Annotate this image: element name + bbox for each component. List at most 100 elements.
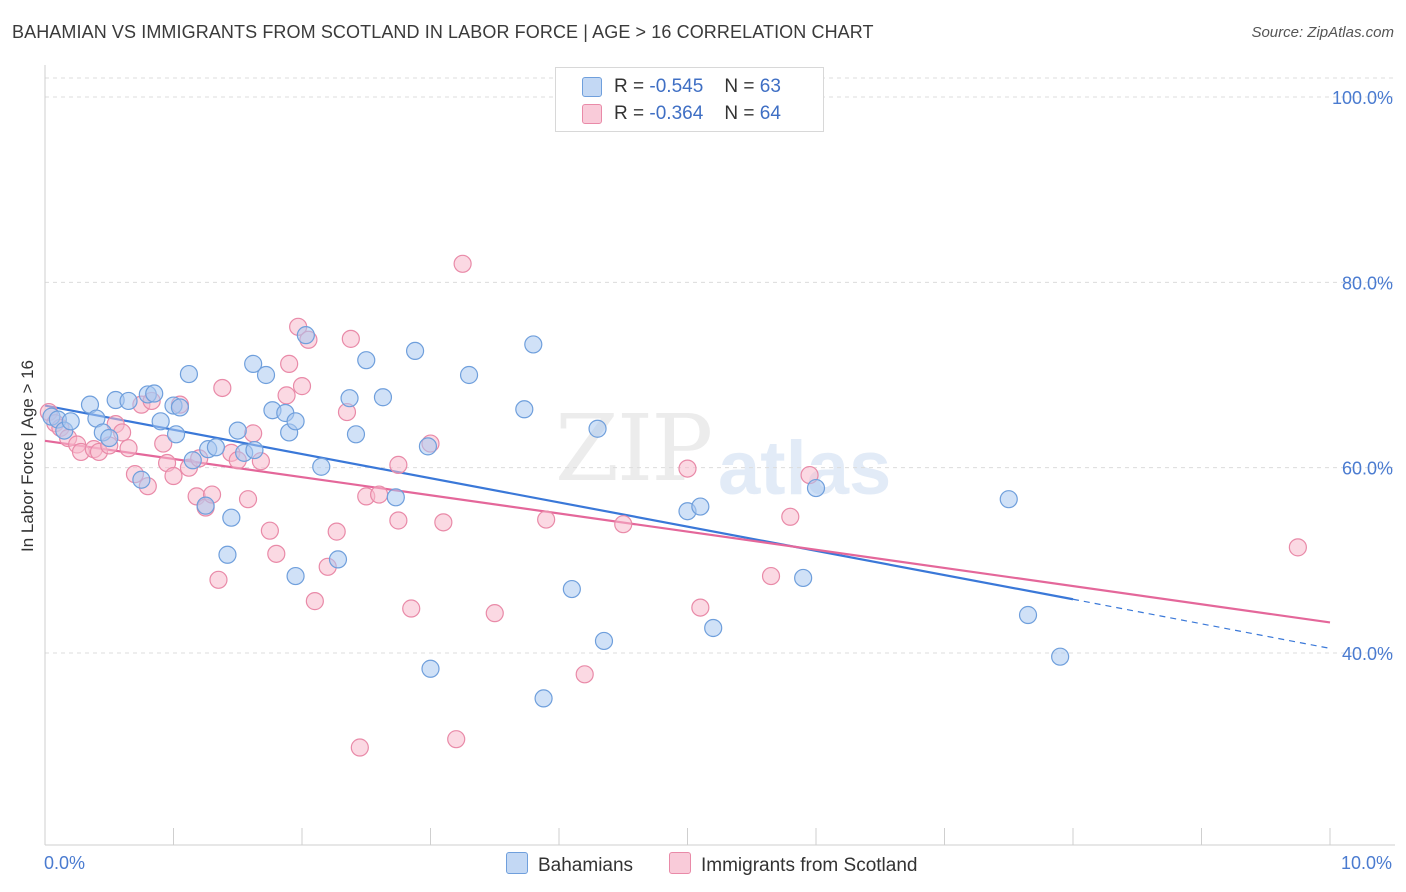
- point-bahamians: [534, 689, 553, 708]
- point-bahamians: [228, 421, 247, 440]
- point-bahamians: [222, 508, 241, 527]
- axis-ticks: 40.0% 60.0% 80.0% 100.0% 0.0% 10.0%: [44, 88, 1393, 873]
- point-scotland: [164, 466, 183, 486]
- point-scotland: [678, 459, 697, 478]
- y-axis-label: In Labor Force | Age > 16: [18, 359, 37, 553]
- watermark-zip: ZIP: [555, 395, 713, 502]
- point-bahamians: [405, 341, 425, 361]
- point-bahamians: [244, 354, 263, 373]
- chart-title: BAHAMIAN VS IMMIGRANTS FROM SCOTLAND IN …: [12, 22, 874, 42]
- point-bahamians: [100, 428, 119, 448]
- trend-lines: [44, 404, 1331, 649]
- point-bahamians: [421, 659, 440, 678]
- point-scotland: [614, 515, 633, 534]
- point-scotland: [209, 570, 228, 589]
- point-bahamians: [151, 412, 170, 431]
- point-bahamians: [357, 351, 376, 370]
- point-scotland: [453, 254, 472, 273]
- point-bahamians: [386, 488, 405, 507]
- point-scotland: [341, 329, 360, 348]
- point-bahamians: [256, 365, 276, 385]
- point-bahamians: [245, 440, 264, 460]
- point-scotland: [260, 521, 279, 540]
- point-scotland: [280, 354, 299, 373]
- point-bahamians: [588, 419, 607, 438]
- point-bahamians: [183, 451, 202, 470]
- point-bahamians: [206, 438, 226, 457]
- point-scotland: [350, 738, 369, 757]
- point-bahamians: [286, 566, 305, 586]
- legend-n-label: N =: [724, 76, 755, 97]
- trendline-scotland: [44, 439, 1331, 624]
- point-bahamians: [515, 400, 534, 419]
- y-tick-label: 60.0%: [1342, 459, 1393, 479]
- y-tick-label: 100.0%: [1332, 88, 1393, 108]
- legend-label-bahamians: Bahamians: [538, 855, 634, 876]
- point-scotland: [370, 485, 389, 504]
- point-bahamians: [179, 364, 199, 384]
- point-bahamians: [346, 425, 366, 444]
- point-scotland: [213, 378, 232, 398]
- point-scotland: [238, 490, 258, 509]
- point-scotland: [277, 386, 296, 405]
- trendline-bahamians: [44, 404, 1074, 601]
- trendline-bahamians-extension: [1072, 598, 1331, 649]
- point-bahamians: [132, 470, 151, 489]
- point-scotland: [389, 455, 408, 474]
- point-bahamians: [418, 437, 438, 456]
- legend-item-bahamians: Bahamians: [506, 852, 633, 877]
- point-bahamians: [999, 490, 1018, 509]
- data-points: [39, 254, 1307, 757]
- point-bahamians: [170, 398, 190, 417]
- point-bahamians: [196, 496, 215, 515]
- point-scotland: [434, 513, 453, 532]
- legend-n-value: 63: [759, 76, 781, 97]
- pink-swatch-icon: [669, 852, 691, 874]
- point-scotland: [485, 604, 504, 623]
- legend-item-scotland: Immigrants from Scotland: [669, 852, 917, 877]
- blue-swatch-icon: [506, 852, 528, 874]
- point-bahamians: [373, 388, 393, 407]
- point-bahamians: [1051, 647, 1070, 666]
- point-scotland: [761, 566, 781, 586]
- axes: [44, 65, 1395, 846]
- point-bahamians: [166, 425, 186, 444]
- legend-r-value: -0.545: [649, 76, 704, 97]
- point-scotland: [327, 522, 346, 541]
- legend-n-label: N =: [724, 103, 755, 124]
- source-label: Source: ZipAtlas.com: [1251, 24, 1394, 41]
- point-scotland: [292, 377, 312, 396]
- legend-n-value: 64: [759, 103, 781, 124]
- point-bahamians: [806, 478, 826, 498]
- point-bahamians: [119, 391, 138, 411]
- legend-r-label: R =: [614, 103, 645, 124]
- point-scotland: [575, 665, 594, 684]
- point-bahamians: [312, 457, 331, 476]
- point-scotland: [537, 510, 556, 529]
- point-bahamians: [340, 389, 359, 408]
- y-tick-label: 80.0%: [1342, 273, 1393, 293]
- legend-label-scotland: Immigrants from Scotland: [701, 855, 918, 876]
- pink-swatch-icon: [582, 104, 602, 124]
- point-scotland: [244, 424, 263, 443]
- point-scotland: [154, 434, 173, 453]
- point-scotland: [781, 507, 800, 526]
- point-scotland: [389, 511, 408, 530]
- blue-swatch-icon: [582, 77, 602, 97]
- point-bahamians: [61, 412, 80, 431]
- point-bahamians: [794, 568, 813, 588]
- point-scotland: [1288, 538, 1307, 557]
- point-bahamians: [459, 365, 479, 385]
- point-bahamians: [328, 550, 348, 569]
- legend-r-label: R =: [614, 76, 645, 97]
- point-scotland: [691, 598, 710, 617]
- y-tick-label: 40.0%: [1342, 644, 1393, 664]
- point-bahamians: [524, 335, 543, 354]
- point-scotland: [305, 592, 324, 611]
- point-scotland: [402, 599, 421, 618]
- point-bahamians: [562, 579, 581, 599]
- point-scotland: [267, 544, 286, 563]
- point-bahamians: [286, 412, 305, 431]
- x-tick-label: 0.0%: [44, 853, 85, 873]
